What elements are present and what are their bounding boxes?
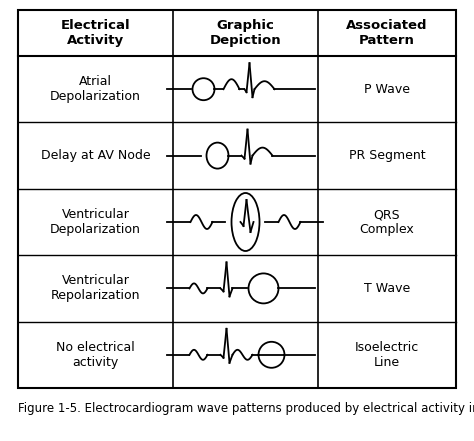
Text: Associated
Pattern: Associated Pattern bbox=[346, 19, 428, 47]
Text: No electrical
activity: No electrical activity bbox=[56, 341, 135, 369]
Text: PR Segment: PR Segment bbox=[349, 149, 425, 162]
Text: T Wave: T Wave bbox=[364, 282, 410, 295]
Text: Ventricular
Depolarization: Ventricular Depolarization bbox=[50, 208, 141, 236]
Text: QRS
Complex: QRS Complex bbox=[360, 208, 414, 236]
Text: Isoelectric
Line: Isoelectric Line bbox=[355, 341, 419, 369]
Text: Graphic
Depiction: Graphic Depiction bbox=[210, 19, 281, 47]
Text: Atrial
Depolarization: Atrial Depolarization bbox=[50, 75, 141, 103]
Text: P Wave: P Wave bbox=[364, 83, 410, 96]
Text: Figure 1-5. Electrocardiogram wave patterns produced by electrical activity in t: Figure 1-5. Electrocardiogram wave patte… bbox=[18, 402, 474, 415]
Text: Ventricular
Repolarization: Ventricular Repolarization bbox=[51, 274, 140, 303]
Text: Electrical
Activity: Electrical Activity bbox=[61, 19, 130, 47]
Text: Delay at AV Node: Delay at AV Node bbox=[41, 149, 150, 162]
Bar bbox=[18, 10, 456, 388]
